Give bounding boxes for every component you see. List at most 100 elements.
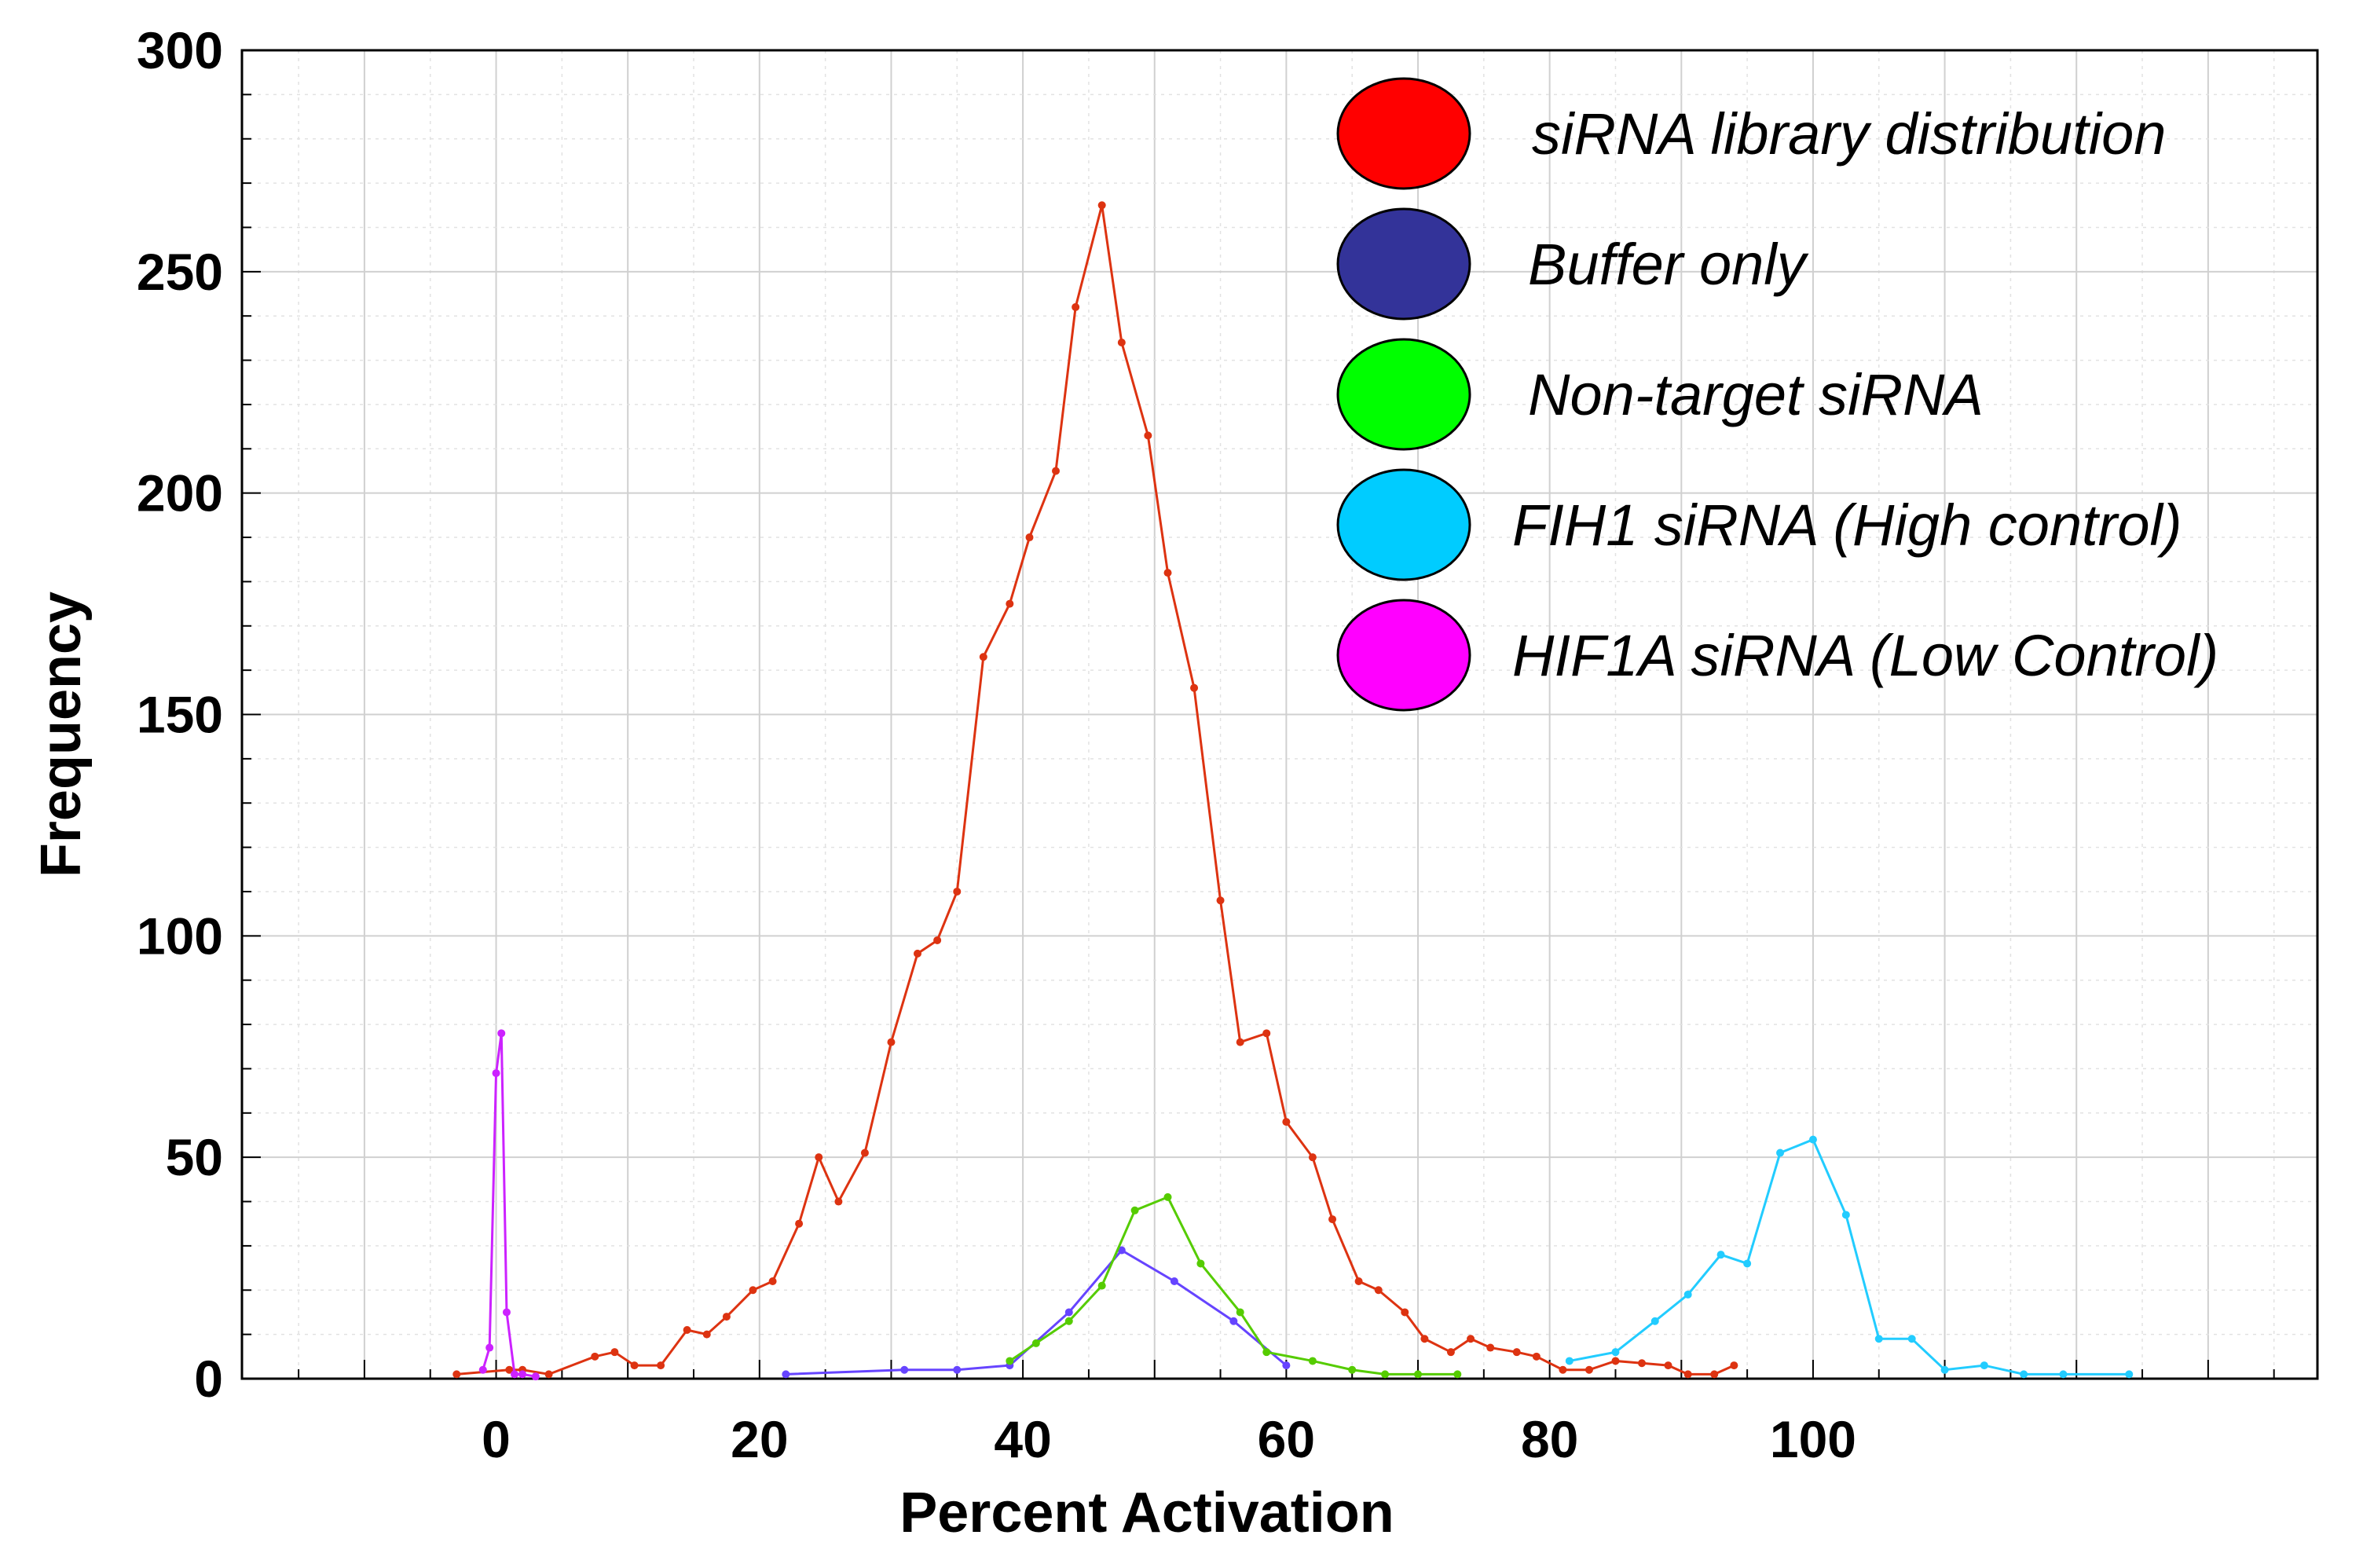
data-point — [683, 1325, 691, 1334]
x-tick-label: 60 — [1258, 1410, 1315, 1468]
legend-label: FIH1 siRNA (High control) — [1512, 493, 2182, 558]
data-point — [1512, 1348, 1521, 1357]
data-point — [782, 1370, 790, 1379]
data-point — [1097, 201, 1106, 210]
data-point — [1841, 1211, 1850, 1219]
data-point — [1163, 569, 1172, 577]
data-point — [913, 949, 921, 958]
x-axis-title: Percent Activation — [899, 1482, 1394, 1544]
data-point — [1414, 1370, 1423, 1379]
data-point — [1532, 1352, 1541, 1361]
data-point — [1710, 1370, 1719, 1379]
data-point — [1486, 1343, 1495, 1352]
data-point — [1453, 1370, 1462, 1379]
data-point — [1236, 1038, 1244, 1046]
axes: 0 20 40 60 80 100 0 50 100 150 200 250 300 — [137, 21, 2275, 1468]
data-point — [1467, 1335, 1475, 1343]
data-point — [1064, 1308, 1073, 1317]
data-point — [815, 1153, 823, 1162]
data-point — [497, 1029, 506, 1038]
data-point — [1716, 1251, 1725, 1259]
x-tick-label: 0 — [482, 1410, 511, 1468]
data-point — [1282, 1361, 1291, 1370]
data-point — [1348, 1365, 1357, 1374]
data-point — [1584, 1365, 1593, 1374]
data-point — [1980, 1361, 1988, 1370]
data-point — [1163, 1192, 1172, 1201]
data-point — [452, 1370, 461, 1379]
series-line — [1569, 1138, 2130, 1376]
series-4 — [478, 1029, 540, 1381]
data-point — [1236, 1308, 1244, 1317]
data-point — [502, 1308, 511, 1317]
data-point — [610, 1348, 619, 1357]
data-point — [834, 1197, 843, 1206]
legend-label: siRNA library distribution — [1532, 101, 2166, 167]
legend-swatch — [1336, 338, 1471, 451]
data-point — [1381, 1370, 1390, 1379]
series-line — [482, 1033, 537, 1378]
data-point — [1117, 1246, 1126, 1255]
data-point — [1006, 1357, 1014, 1365]
data-point — [1308, 1357, 1317, 1365]
data-point — [1282, 1118, 1291, 1127]
legend-swatch — [1336, 207, 1471, 321]
data-point — [1446, 1348, 1455, 1357]
legend-swatch — [1336, 468, 1471, 581]
data-point — [544, 1370, 553, 1379]
data-point — [1072, 302, 1080, 311]
data-point — [478, 1365, 487, 1374]
data-point — [1940, 1365, 1949, 1374]
data-point — [1216, 896, 1225, 905]
legend-label: HIF1A siRNA (Low Control) — [1512, 623, 2218, 688]
x-tick-label: 40 — [994, 1410, 1051, 1468]
data-point — [1874, 1335, 1883, 1343]
data-point — [1743, 1259, 1752, 1268]
data-point — [1025, 533, 1034, 542]
series-2 — [1006, 1192, 1462, 1379]
data-point — [953, 887, 962, 896]
y-tick-label: 150 — [137, 686, 223, 744]
legend-swatch — [1336, 77, 1471, 190]
data-point — [1611, 1348, 1620, 1357]
data-point — [630, 1361, 639, 1370]
data-point — [1808, 1135, 1817, 1144]
data-point — [933, 936, 942, 944]
data-point — [1170, 1277, 1178, 1285]
data-point — [2059, 1370, 2068, 1379]
data-point — [1664, 1361, 1672, 1370]
series-line — [1009, 1195, 1458, 1376]
legend-swatch — [1336, 599, 1471, 712]
data-point — [1196, 1259, 1205, 1268]
data-point — [1683, 1290, 1692, 1299]
data-point — [2020, 1370, 2028, 1379]
data-point — [591, 1352, 599, 1361]
data-point — [1776, 1149, 1785, 1157]
data-point — [1354, 1277, 1363, 1285]
data-point — [1144, 431, 1152, 440]
y-tick-label: 50 — [166, 1128, 223, 1186]
data-point — [1006, 599, 1014, 608]
data-point — [1262, 1348, 1271, 1357]
data-point — [1097, 1281, 1106, 1290]
data-point — [1031, 1339, 1040, 1347]
data-point — [1559, 1365, 1567, 1374]
data-point — [749, 1286, 757, 1295]
y-axis-title: Frequency — [30, 592, 93, 877]
data-point — [1229, 1317, 1238, 1325]
data-point — [1565, 1357, 1574, 1365]
data-point — [900, 1365, 909, 1374]
y-tick-label: 250 — [137, 243, 223, 301]
legend: siRNA library distribution Buffer only Non… — [1336, 77, 2218, 712]
data-point — [795, 1219, 804, 1228]
y-tick-label: 300 — [137, 21, 223, 79]
data-point — [722, 1313, 731, 1321]
y-tick-label: 200 — [137, 464, 223, 522]
grid — [242, 49, 2317, 1379]
legend-label: Buffer only — [1528, 232, 1809, 297]
data-point — [1052, 467, 1061, 475]
data-point — [979, 653, 987, 661]
data-point — [518, 1370, 527, 1379]
data-point — [1638, 1359, 1647, 1368]
data-point — [1730, 1361, 1738, 1370]
